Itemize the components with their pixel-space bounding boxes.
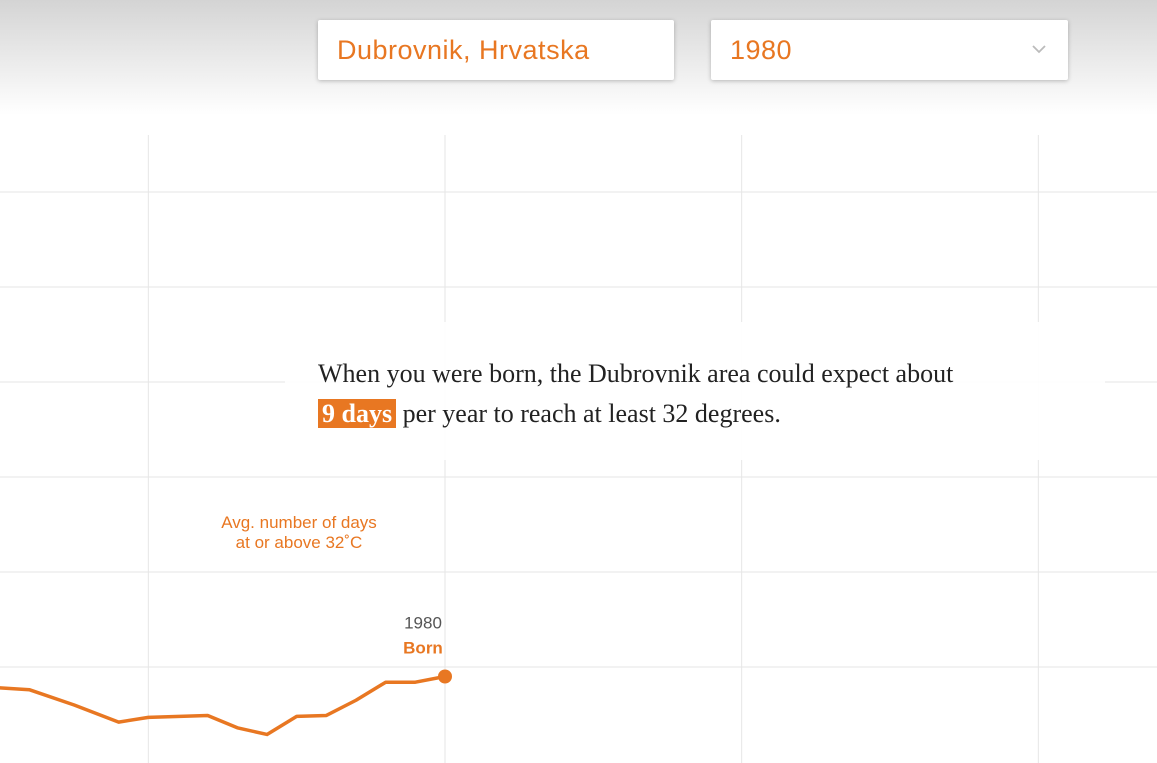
year-select-value: 1980 bbox=[730, 35, 793, 65]
end-annotation: Born bbox=[403, 639, 443, 658]
story-before: When you were born, the Dubrovnik area c… bbox=[318, 359, 954, 388]
location-select[interactable]: Dubrovnik, Hrvatska bbox=[318, 20, 674, 80]
story-box: When you were born, the Dubrovnik area c… bbox=[285, 322, 1105, 460]
chevron-icon bbox=[1032, 45, 1046, 54]
story-highlight: 9 days bbox=[318, 399, 397, 428]
data-line bbox=[0, 674, 447, 737]
story-text: When you were born, the Dubrovnik area c… bbox=[318, 354, 1098, 434]
end-point bbox=[438, 669, 452, 684]
year-select[interactable]: 1980 bbox=[711, 20, 1068, 80]
header: Dubrovnik, Hrvatska 1980 bbox=[0, 0, 1157, 115]
story-after: per year to reach at least 32 degrees. bbox=[402, 399, 781, 428]
y-axis-label: at or above 32˚C bbox=[236, 533, 363, 552]
end-year-label: 1980 bbox=[404, 614, 442, 633]
y-axis-label: Avg. number of days bbox=[221, 513, 377, 532]
